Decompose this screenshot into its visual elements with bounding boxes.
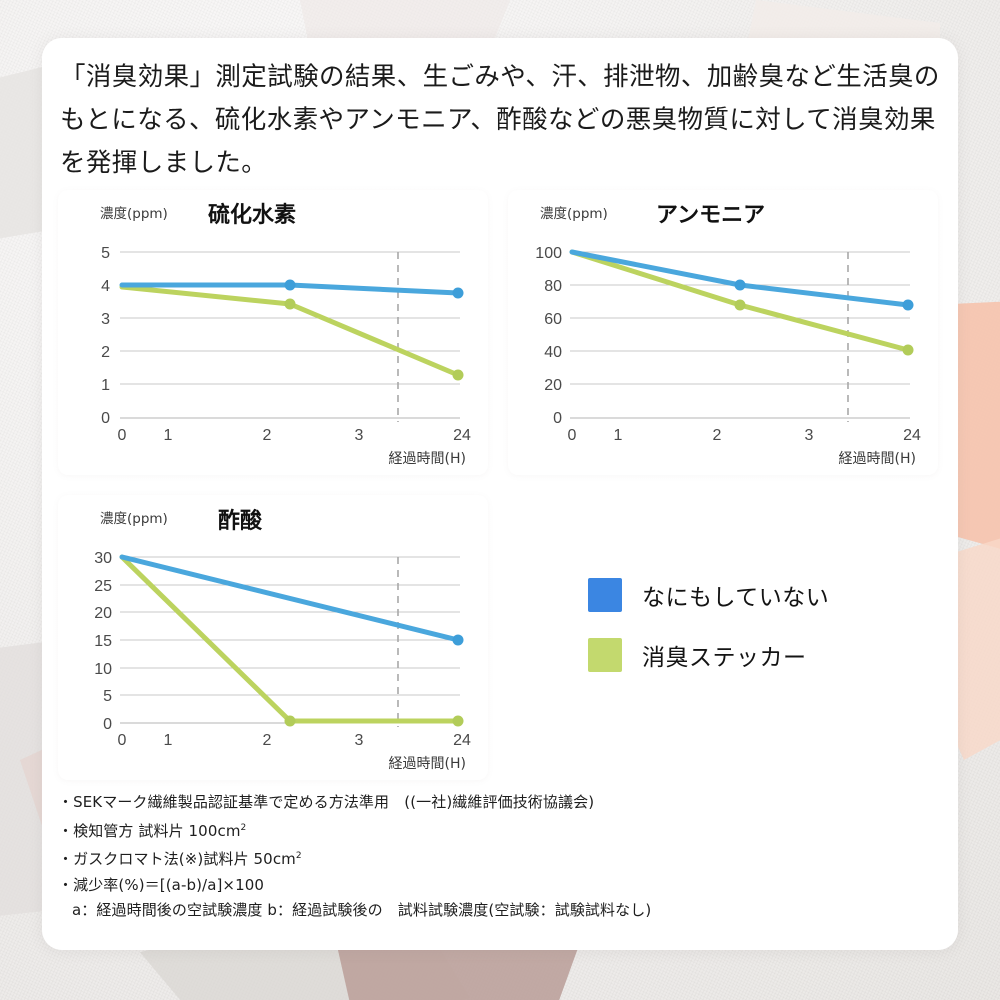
svg-text:15: 15: [94, 633, 112, 650]
y-tick-labels: 30 25 20 15 10 5 0: [94, 550, 112, 733]
svg-text:5: 5: [101, 245, 110, 262]
footnote-line-2-sup: 2: [240, 822, 247, 833]
footnote-line-3: ・ガスクロマト法(※)試料片 50cm2: [58, 844, 938, 873]
x-tick-labels: 0 1 2 3 24: [118, 427, 471, 444]
series-markers: [284, 279, 464, 381]
svg-text:10: 10: [94, 661, 112, 678]
svg-text:80: 80: [544, 278, 562, 295]
svg-text:20: 20: [94, 605, 112, 622]
svg-text:5: 5: [103, 688, 112, 705]
series-markers: [734, 279, 914, 356]
svg-text:25: 25: [94, 578, 112, 595]
svg-text:24: 24: [453, 427, 471, 444]
series-markers: [284, 634, 464, 727]
footnotes: ・SEKマーク繊維製品認証基準で定める方法準用 ((一社)繊維評価技術協議会) …: [58, 790, 938, 950]
svg-text:20: 20: [544, 377, 562, 394]
svg-text:1: 1: [101, 377, 110, 394]
legend-item-untreated: なにもしていない: [588, 578, 829, 612]
svg-text:3: 3: [355, 427, 364, 444]
svg-text:0: 0: [103, 716, 112, 733]
series-line-untreated: [569, 249, 911, 308]
footnote-line-4: ・減少率(%)＝[(a-b)/a]×100: [58, 875, 265, 894]
svg-text:1: 1: [164, 732, 173, 749]
svg-text:60: 60: [544, 311, 562, 328]
svg-text:0: 0: [568, 427, 577, 444]
footnote-line-3-text: ・ガスクロマト法(※)試料片 50cm: [58, 850, 296, 868]
svg-text:24: 24: [453, 732, 471, 749]
chart-xlabel: 経過時間(H): [839, 451, 916, 467]
chart-acetic-acid: 濃度(ppm) 酢酸 30 25 20 15 10: [94, 509, 471, 772]
legend-label-untreated: なにもしていない: [642, 585, 830, 611]
gridlines: [120, 556, 460, 724]
chart-xlabel: 経過時間(H): [389, 451, 466, 467]
gridlines: [570, 251, 910, 419]
page-title: 「消臭効果」測定試験の結果、生ごみや、汗、排泄物、加齢臭など生活臭のもとになる、…: [60, 62, 940, 178]
svg-text:3: 3: [101, 311, 110, 328]
svg-text:1: 1: [164, 427, 173, 444]
svg-text:0: 0: [553, 410, 562, 427]
chart-hydrogen-sulfide: 濃度(ppm) 硫化水素 5 4 3 2 1 0: [100, 202, 471, 467]
chart-title: 硫化水素: [208, 202, 296, 228]
footnote-line-3-sup: 2: [295, 851, 302, 861]
chart-xlabel: 経過時間(H): [389, 756, 466, 772]
footnote-line-5: a：経過時間後の空試験濃度 b：経過試験後の 試料試験濃度(空試験：試験試料なし…: [72, 901, 652, 919]
svg-text:4: 4: [101, 278, 110, 295]
legend-label-sticker: 消臭ステッカー: [642, 645, 807, 671]
footnote-spacer: [58, 924, 938, 946]
svg-text:30: 30: [94, 550, 112, 567]
svg-text:2: 2: [263, 732, 272, 749]
chart-legend: なにもしていない 消臭ステッカー: [588, 578, 829, 698]
footnote-line-2: ・検知管方 試料片 100cm2: [58, 816, 938, 845]
x-tick-labels: 0 1 2 3 24: [118, 732, 471, 749]
svg-text:0: 0: [118, 732, 127, 749]
chart-ylabel: 濃度(ppm): [100, 206, 168, 222]
svg-text:2: 2: [263, 427, 272, 444]
chart-title: アンモニア: [656, 203, 765, 228]
content-card: 「消臭効果」測定試験の結果、生ごみや、汗、排泄物、加齢臭など生活臭のもとになる、…: [42, 38, 958, 950]
footnote-line-2-text: ・検知管方 試料片 100cm: [58, 821, 241, 840]
y-tick-labels: 5 4 3 2 1 0: [101, 245, 110, 427]
chart-card-ammonia: 濃度(ppm) アンモニア 100 80 60 40 20: [508, 190, 938, 475]
svg-text:2: 2: [101, 344, 110, 361]
svg-text:0: 0: [101, 410, 110, 427]
legend-item-sticker: 消臭ステッカー: [588, 638, 829, 672]
chart-card-acetic-acid: 濃度(ppm) 酢酸 30 25 20 15 10: [58, 495, 488, 780]
chart-ylabel: 濃度(ppm): [100, 511, 168, 527]
y-tick-labels: 100 80 60 40 20 0: [535, 245, 562, 427]
chart-ammonia: 濃度(ppm) アンモニア 100 80 60 40 20: [535, 203, 921, 467]
footnote-line-1: ・SEKマーク繊維製品認証基準で定める方法準用 ((一社)繊維評価技術協議会): [58, 793, 595, 811]
chart-card-hydrogen-sulfide: 濃度(ppm) 硫化水素 5 4 3 2 1 0: [58, 190, 488, 475]
legend-swatch-untreated-icon: [588, 578, 622, 612]
svg-text:40: 40: [544, 344, 562, 361]
svg-text:2: 2: [713, 427, 722, 444]
footnote-line-6: ※一般社団法人カケンテストセンター: [58, 946, 938, 951]
x-tick-labels: 0 1 2 3 24: [568, 427, 921, 444]
svg-text:100: 100: [535, 245, 562, 262]
svg-text:1: 1: [614, 427, 623, 444]
svg-text:24: 24: [903, 427, 921, 444]
chart-ylabel: 濃度(ppm): [540, 206, 608, 222]
svg-text:3: 3: [355, 732, 364, 749]
chart-title: 酢酸: [218, 509, 263, 534]
legend-swatch-sticker-icon: [588, 638, 622, 672]
svg-text:0: 0: [118, 427, 127, 444]
series-line-untreated: [119, 554, 461, 643]
svg-text:3: 3: [805, 427, 814, 444]
series-line-sticker: [119, 554, 461, 724]
gridlines: [120, 251, 460, 419]
